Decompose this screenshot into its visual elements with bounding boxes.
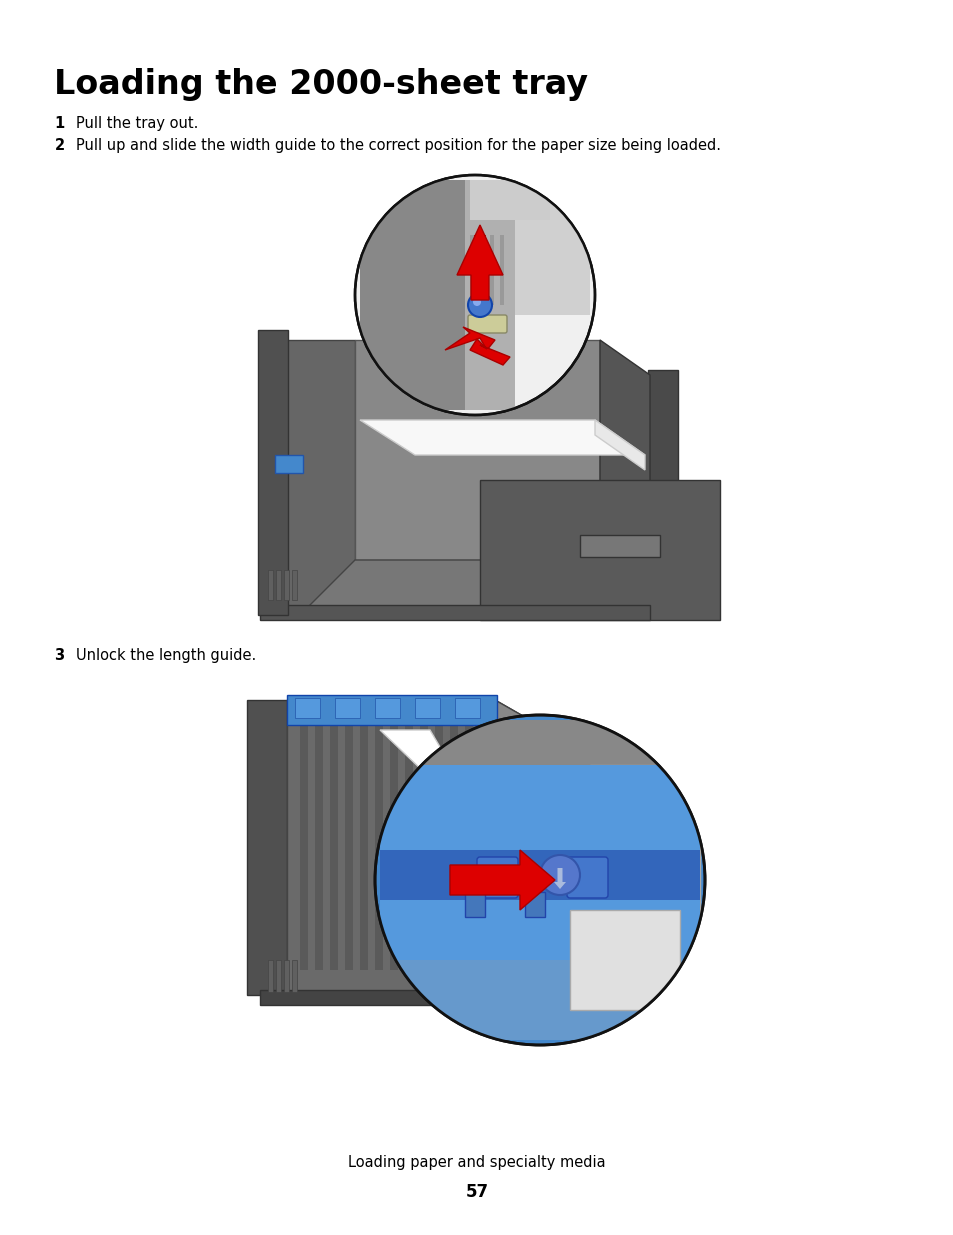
Polygon shape [464,180,515,410]
FancyBboxPatch shape [330,720,337,969]
FancyBboxPatch shape [379,720,700,764]
FancyBboxPatch shape [579,535,659,557]
Circle shape [473,298,480,306]
Polygon shape [515,180,589,315]
FancyBboxPatch shape [415,698,439,718]
FancyBboxPatch shape [464,720,473,969]
Polygon shape [305,559,649,610]
FancyBboxPatch shape [647,370,678,615]
FancyBboxPatch shape [375,720,382,969]
Polygon shape [599,340,649,615]
Polygon shape [287,700,495,995]
FancyBboxPatch shape [470,235,474,305]
FancyBboxPatch shape [468,315,506,333]
FancyBboxPatch shape [379,764,700,1013]
Polygon shape [595,420,644,471]
FancyBboxPatch shape [284,571,289,600]
FancyBboxPatch shape [284,960,289,992]
Text: 57: 57 [465,1183,488,1200]
FancyBboxPatch shape [435,720,442,969]
Polygon shape [444,327,495,350]
FancyBboxPatch shape [294,698,319,718]
FancyBboxPatch shape [274,454,303,473]
Circle shape [468,293,492,317]
FancyBboxPatch shape [260,990,535,1005]
Polygon shape [287,700,530,720]
Text: Loading the 2000-sheet tray: Loading the 2000-sheet tray [54,68,588,101]
FancyBboxPatch shape [455,698,479,718]
FancyBboxPatch shape [479,235,483,305]
FancyBboxPatch shape [476,857,517,898]
FancyBboxPatch shape [247,700,287,995]
Polygon shape [359,180,464,410]
FancyBboxPatch shape [268,571,273,600]
Polygon shape [456,225,502,300]
Text: 3: 3 [54,648,65,663]
FancyBboxPatch shape [490,235,494,305]
Text: Unlock the length guide.: Unlock the length guide. [76,648,256,663]
FancyBboxPatch shape [379,850,700,900]
Text: Pull up and slide the width guide to the correct position for the paper size bei: Pull up and slide the width guide to the… [76,138,720,153]
FancyBboxPatch shape [275,571,281,600]
Text: Loading paper and specialty media: Loading paper and specialty media [348,1155,605,1170]
FancyBboxPatch shape [419,720,428,969]
FancyBboxPatch shape [474,235,485,285]
FancyBboxPatch shape [405,720,413,969]
FancyBboxPatch shape [524,892,544,918]
FancyArrow shape [554,868,565,889]
FancyBboxPatch shape [499,235,503,305]
FancyBboxPatch shape [450,720,457,969]
FancyBboxPatch shape [299,720,308,969]
Circle shape [539,855,579,895]
Text: Pull the tray out.: Pull the tray out. [76,116,198,131]
FancyBboxPatch shape [292,571,296,600]
FancyBboxPatch shape [359,720,368,969]
FancyBboxPatch shape [390,720,397,969]
Polygon shape [355,340,599,559]
Polygon shape [479,480,720,620]
Polygon shape [450,850,555,910]
FancyBboxPatch shape [257,330,288,615]
Text: 1: 1 [54,116,65,131]
FancyBboxPatch shape [260,605,649,620]
FancyBboxPatch shape [479,720,488,969]
FancyBboxPatch shape [287,695,497,725]
Polygon shape [470,338,510,366]
Polygon shape [359,420,644,454]
FancyBboxPatch shape [566,857,607,898]
FancyBboxPatch shape [379,960,700,1040]
FancyBboxPatch shape [470,180,550,220]
Text: 2: 2 [54,138,65,153]
Circle shape [375,715,704,1045]
FancyBboxPatch shape [345,720,353,969]
Polygon shape [379,730,495,840]
FancyBboxPatch shape [569,910,679,1010]
FancyBboxPatch shape [464,892,484,918]
FancyBboxPatch shape [375,698,399,718]
FancyBboxPatch shape [292,960,296,992]
FancyBboxPatch shape [268,960,273,992]
FancyBboxPatch shape [314,720,323,969]
FancyBboxPatch shape [589,764,700,963]
Circle shape [355,175,595,415]
FancyBboxPatch shape [335,698,359,718]
FancyBboxPatch shape [260,340,355,610]
FancyBboxPatch shape [275,960,281,992]
Polygon shape [495,700,530,1010]
